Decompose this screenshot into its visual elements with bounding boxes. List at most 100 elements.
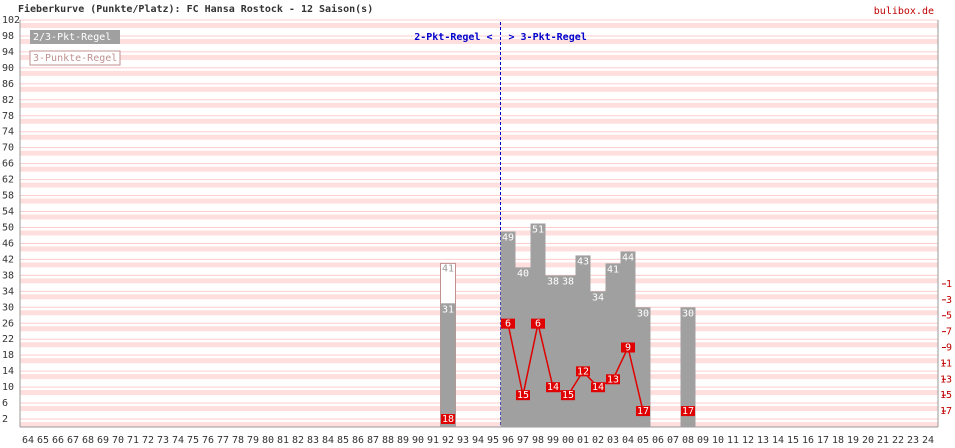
bar-label: 31 [442,304,454,315]
annotation: 2-Pkt-Regel < [414,32,492,43]
bar [515,267,531,427]
x-tick-label: 94 [472,435,484,446]
x-tick-label: 87 [367,435,379,446]
bar-label: 51 [532,225,544,236]
stripe [20,374,938,380]
x-tick-label: 21 [877,435,889,446]
x-tick-label: 08 [682,435,694,446]
rank-box [441,414,455,424]
y-tick-label: 78 [2,111,14,122]
y-tick-label: 62 [2,175,14,186]
x-tick-label: 18 [832,435,844,446]
x-tick-label: 95 [487,435,499,446]
rank-label: 17 [682,406,694,417]
x-tick-label: 81 [277,435,289,446]
rank-box [561,390,575,401]
stripe [20,198,938,204]
stripe [20,294,938,300]
rank-box [606,374,620,385]
y2-tick-label: 15 [940,390,952,401]
y-tick-label: 90 [2,63,14,74]
x-tick-label: 16 [802,435,814,446]
stripe [20,102,938,108]
bar-label: 49 [502,232,514,243]
rank-box [531,318,545,329]
y2-tick-label: 9 [946,343,952,354]
stripe [20,166,938,172]
x-tick-label: 71 [127,435,139,446]
stripe [20,214,938,220]
x-tick-label: 83 [307,435,319,446]
stripe [20,390,938,396]
stripe [20,86,938,92]
x-tick-label: 23 [907,435,919,446]
rank-label: 13 [607,374,619,385]
y-tick-label: 82 [2,95,14,106]
x-tick-label: 64 [22,435,34,446]
y-tick-label: 42 [2,254,14,265]
rank-box [546,382,560,393]
stripe [20,278,938,284]
x-tick-label: 92 [442,435,454,446]
x-tick-label: 79 [247,435,259,446]
y2-tick-label: 3 [946,295,952,306]
legend-label: 2/3-Pkt-Regel [33,32,111,43]
x-tick-label: 07 [667,435,679,446]
y2-tick-label: 13 [940,374,952,385]
y2-tick-label: 7 [946,327,952,338]
x-tick-label: 19 [847,435,859,446]
x-tick-label: 24 [922,435,934,446]
x-tick-label: 02 [592,435,604,446]
y-tick-label: 26 [2,318,14,329]
rank-box [636,406,650,417]
x-tick-label: 85 [337,435,349,446]
x-tick-label: 88 [382,435,394,446]
rank-label: 6 [505,319,511,330]
y-tick-label: 54 [2,207,14,218]
legend-label: 3-Punkte-Regel [33,53,117,64]
bar-label: 30 [682,308,694,319]
rank-box [591,382,605,393]
rank-label: 14 [547,382,559,393]
legend-swatch [30,30,120,44]
bar [575,255,591,427]
x-tick-label: 73 [157,435,169,446]
rank-label: 6 [535,319,541,330]
y2-tick-label: 11 [940,358,952,369]
x-tick-label: 89 [397,435,409,446]
y-tick-label: 50 [2,222,14,233]
x-tick-label: 67 [67,435,79,446]
y-tick-label: 14 [2,366,14,377]
rank-label: 14 [592,382,604,393]
y2-tick-label: 17 [940,406,952,417]
bar-label: 43 [577,256,589,267]
stripe [20,54,938,60]
rank-box [681,406,695,417]
bar [500,231,516,427]
y-tick-label: 58 [2,191,14,202]
x-tick-label: 06 [652,435,664,446]
x-tick-label: 82 [292,435,304,446]
x-tick-label: 98 [532,435,544,446]
x-tick-label: 11 [727,435,739,446]
x-tick-label: 91 [427,435,439,446]
stripe [20,310,938,316]
bar [545,275,561,427]
stripe [20,342,938,348]
x-tick-label: 22 [892,435,904,446]
stripe [20,326,938,332]
stripe [20,358,938,364]
x-tick-label: 99 [547,435,559,446]
stripe [20,406,938,412]
stripe [20,22,938,28]
y-tick-label: 74 [2,127,14,138]
y-tick-label: 10 [2,382,14,393]
stripe [20,262,938,268]
y-tick-label: 46 [2,238,14,249]
rank-box [621,342,635,353]
plot-bg [20,20,938,427]
bar-label: 41 [442,263,454,274]
x-tick-label: 78 [232,435,244,446]
x-tick-label: 80 [262,435,274,446]
